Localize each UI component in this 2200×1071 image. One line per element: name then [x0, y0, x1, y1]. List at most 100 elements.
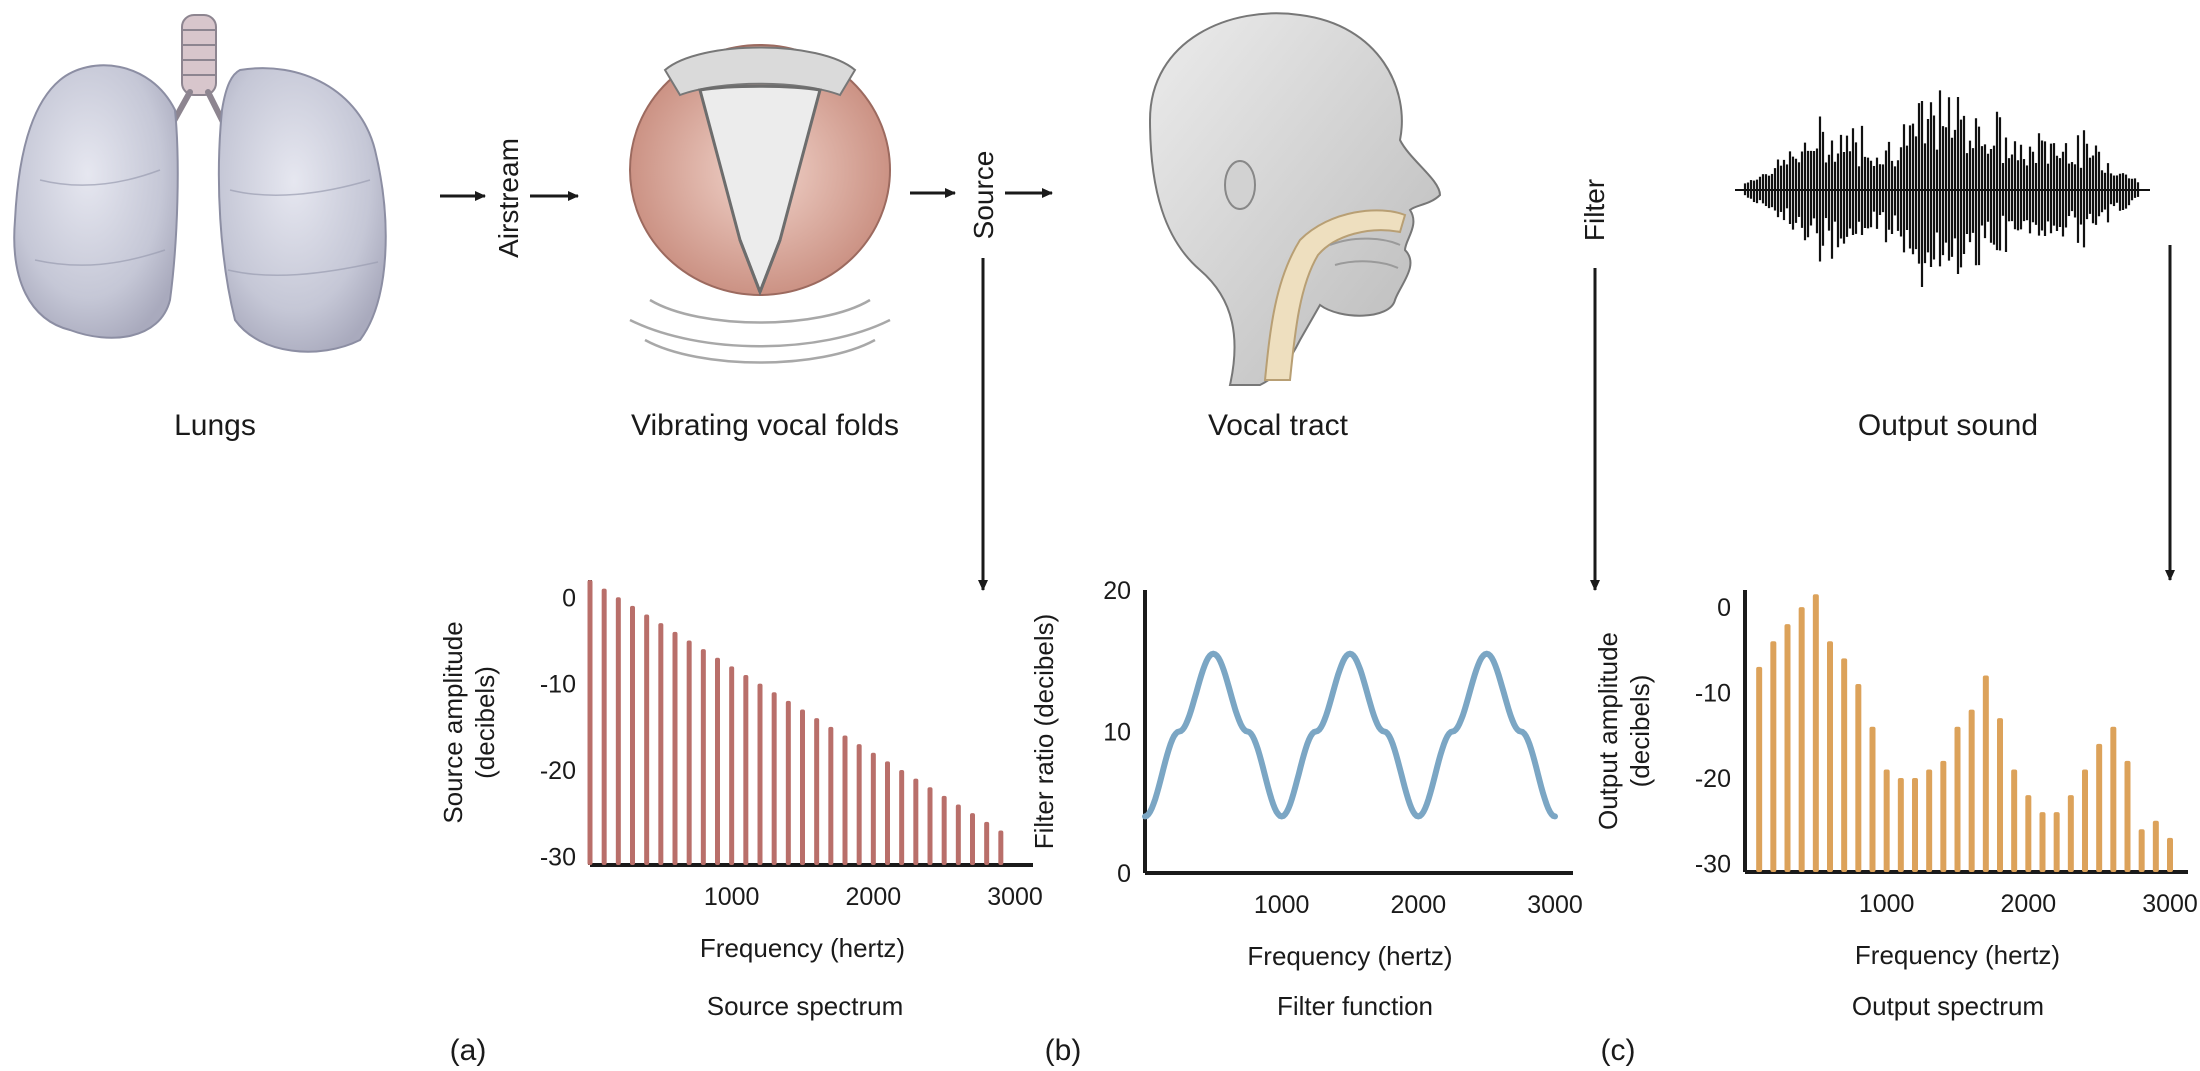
- x-tick-label: 3000: [2142, 890, 2198, 918]
- source-label: Source: [968, 151, 999, 240]
- waveform-illustration: [1735, 90, 2150, 288]
- y-axis-title: Source amplitude: [438, 621, 468, 823]
- vocal-tract-passage: [1263, 209, 1407, 381]
- flow-arrows: [440, 188, 2175, 591]
- y-tick-label: 0: [562, 584, 576, 612]
- y-tick-label: 0: [1117, 860, 1131, 888]
- x-tick-label: 2000: [846, 883, 902, 911]
- spectrum-bar: [1912, 778, 1918, 872]
- chart-c-output-spectrum: 0 -10 -20 -30 1000 2000 3000 Frequency (hertz) O…: [1593, 590, 2198, 1067]
- spectrum-bar: [700, 649, 706, 865]
- spectrum-bar: [587, 580, 593, 865]
- x-axis-title: Frequency (hertz): [1855, 940, 2060, 970]
- chart-a-source-spectrum: 0 -10 -20 -30 1000 2000 3000 Frequency (hertz) S…: [438, 580, 1043, 1067]
- spectrum-bar: [644, 614, 650, 865]
- spectrum-bar: [615, 597, 621, 865]
- x-tick-label: 1000: [1859, 890, 1915, 918]
- y-tick-label: -30: [540, 843, 576, 871]
- trachea: [167, 14, 229, 131]
- panel-letter: (c): [1601, 1034, 1636, 1067]
- y-tick-label: 0: [1717, 594, 1731, 622]
- spectrum-bar: [955, 804, 961, 865]
- spectrum-bar: [658, 623, 664, 865]
- y-tick-label: 20: [1103, 577, 1131, 605]
- spectrum-bar: [1869, 726, 1876, 872]
- spectrum-bar: [1997, 718, 2003, 872]
- x-tick-label: 2000: [2001, 890, 2057, 918]
- spectrum-bar: [672, 631, 678, 865]
- left-lung: [13, 64, 179, 339]
- stage-label-output-sound: Output sound: [1858, 409, 2038, 442]
- x-tick-label: 1000: [1254, 891, 1310, 919]
- spectrum-bar: [757, 683, 763, 865]
- spectrum-bar: [743, 675, 749, 865]
- panel-letter: (a): [450, 1034, 487, 1067]
- spectrum-bar: [1897, 778, 1904, 872]
- spectrum-bar: [927, 787, 933, 865]
- spectrum-bar: [729, 666, 735, 865]
- spectrum-bar: [870, 752, 876, 865]
- spectrum-bar: [2096, 743, 2103, 872]
- spectrum-bar: [941, 795, 947, 865]
- spectrum-bar: [1756, 666, 1763, 872]
- spectrum-bar: [984, 821, 990, 865]
- spectrum-bar: [1954, 726, 1961, 872]
- spectrum-bar: [1812, 594, 1819, 872]
- spectrum-bar: [1926, 769, 1933, 872]
- x-tick-label: 3000: [987, 883, 1043, 911]
- chart-caption: Output spectrum: [1852, 991, 2044, 1021]
- x-tick-label: 2000: [1391, 891, 1447, 919]
- spectrum-bar: [2053, 812, 2060, 872]
- spectrum-bar: [998, 830, 1004, 865]
- lungs-illustration: [13, 14, 387, 353]
- spectrum-bar: [630, 605, 635, 865]
- spectrum-bar: [842, 735, 848, 865]
- stage-label-vocal-folds: Vibrating vocal folds: [631, 409, 899, 442]
- spectrum-bar: [2082, 769, 2088, 872]
- head-vocal-tract-illustration: [1148, 12, 1442, 386]
- x-axis-title: Frequency (hertz): [1247, 941, 1452, 971]
- y-tick-label: -20: [540, 757, 576, 785]
- stage-label-vocal-tract: Vocal tract: [1208, 409, 1349, 442]
- spectrum-bar: [785, 700, 791, 865]
- x-tick-label: 3000: [1527, 891, 1583, 919]
- spectrum-bar: [2025, 795, 2032, 872]
- spectrum-bar: [885, 761, 890, 865]
- spectrum-bar: [1827, 641, 1833, 872]
- x-tick-label: 1000: [704, 883, 760, 911]
- chart-caption: Source spectrum: [707, 991, 904, 1021]
- spectrum-bar: [970, 813, 975, 865]
- spectrum-bar: [828, 726, 834, 865]
- spectrum-bar: [686, 640, 692, 865]
- y-axis-title: (decibels): [470, 666, 500, 779]
- y-tick-label: -20: [1695, 765, 1731, 793]
- spectrum-bar: [2011, 769, 2018, 872]
- y-axis-title: Filter ratio (decibels): [1029, 614, 1059, 850]
- spectrum-bar: [2124, 760, 2131, 872]
- spectrum-bar: [800, 709, 805, 865]
- spectrum-bar: [1940, 760, 1947, 872]
- spectrum-bar: [2167, 837, 2173, 872]
- right-lung: [217, 67, 387, 353]
- stage-label-lungs: Lungs: [174, 409, 256, 442]
- spectrum-bar: [601, 588, 607, 865]
- spectrum-bar: [1784, 624, 1791, 872]
- filter-label: Filter: [1579, 179, 1610, 241]
- spectrum-bar: [899, 770, 905, 865]
- y-axis-title: (decibels): [1625, 675, 1655, 788]
- chart-b-filter-function: 0 10 20 1000 2000 3000 Frequency (hertz) Filter…: [1029, 577, 1583, 1067]
- spectrum-bar: [2152, 820, 2159, 872]
- spectrum-bar: [1798, 607, 1805, 872]
- y-tick-label: -10: [540, 671, 576, 699]
- vocal-folds-illustration: [629, 44, 891, 364]
- spectrum-bar: [1770, 641, 1777, 872]
- spectrum-bar: [1855, 684, 1862, 872]
- spectrum-bar: [856, 744, 862, 865]
- spectrum-bar: [2039, 812, 2046, 872]
- spectrum-bar: [2067, 795, 2074, 872]
- spectrum-bar: [1982, 675, 1989, 872]
- filter-curve: [1142, 650, 1558, 820]
- spectrum-bar: [2110, 726, 2117, 872]
- chart-caption: Filter function: [1277, 991, 1433, 1021]
- y-tick-label: -10: [1695, 680, 1731, 708]
